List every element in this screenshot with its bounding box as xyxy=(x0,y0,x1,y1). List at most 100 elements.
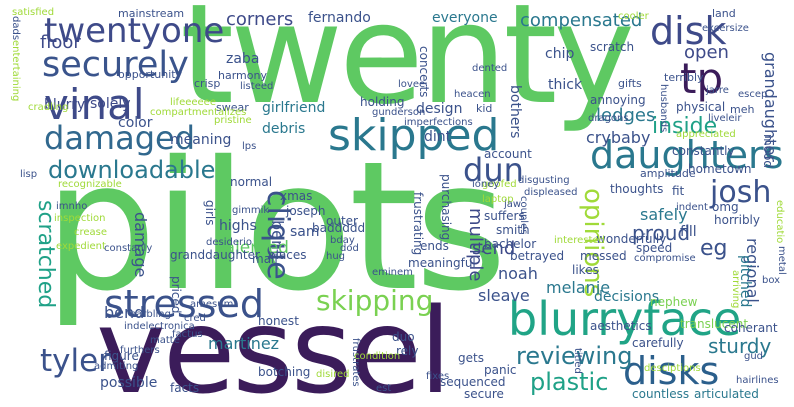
word-bachelor: bachelor xyxy=(484,237,537,251)
word-appreciated: appreciated xyxy=(676,129,736,140)
word-messed: messed xyxy=(580,249,627,263)
word-pitched: pitched xyxy=(737,255,753,308)
word-meh: meh xyxy=(730,103,755,116)
word-highs: highs xyxy=(219,218,257,234)
word-displeased: displeased xyxy=(524,187,578,198)
word-disk: disk xyxy=(650,9,727,53)
word-betrayed: betrayed xyxy=(510,249,565,263)
word-entertaining: entertaining xyxy=(10,40,21,102)
word-facts: facts xyxy=(170,381,200,395)
word-articulated: articulated xyxy=(694,387,759,401)
word-everyone: everyone xyxy=(432,10,498,26)
word-likes: likes xyxy=(572,263,599,277)
word-matte: matte xyxy=(150,335,180,346)
word-safely: safely xyxy=(640,205,688,224)
word-bothers: bothers xyxy=(507,85,523,139)
word-skipping: skipping xyxy=(316,284,434,317)
word-compartmentalizes: compartmentalizes xyxy=(150,107,247,118)
word-crease: crease xyxy=(74,227,108,238)
word-arriving: arriving xyxy=(730,270,741,309)
word-titled: titled xyxy=(572,348,583,374)
word-regional: regional xyxy=(743,238,762,303)
word-send: send xyxy=(472,238,516,259)
word-wonderfully: wonderfully xyxy=(596,232,667,246)
word-disks: disks xyxy=(623,349,720,393)
word-liveleir: liveleir xyxy=(708,113,742,124)
word-est: est xyxy=(376,383,392,394)
word-clique: clique xyxy=(260,190,295,280)
word-vessel: vessel xyxy=(96,282,452,407)
word-plastic: plastic xyxy=(530,368,609,396)
word-meaningful: meaningful xyxy=(408,256,476,270)
word-josh: josh xyxy=(710,175,772,210)
word-compensated: compensated xyxy=(520,10,643,31)
word-expedient: expedient xyxy=(56,241,106,252)
word-educatio: educatio xyxy=(774,200,785,244)
word-jaw: jaw xyxy=(504,199,522,210)
word-bent: bent xyxy=(268,220,287,257)
word-nephew: nephew xyxy=(650,295,698,309)
word-dented: dented xyxy=(472,63,508,74)
word-box: box xyxy=(762,275,781,286)
word-outer: outer xyxy=(326,214,358,228)
word-dod: dod xyxy=(340,243,359,254)
word-cooler: cooler xyxy=(618,11,649,22)
word-gimmik: gimmik xyxy=(232,205,270,216)
word-honest: honest xyxy=(258,314,299,328)
word-escep: escep xyxy=(738,89,768,100)
word-opinions: opinions xyxy=(578,188,608,298)
word-grandaughter: grandaughter xyxy=(761,52,780,162)
word-bday: bday xyxy=(330,235,355,246)
word-places: places xyxy=(268,248,307,262)
word-meaning: meaning xyxy=(170,132,232,148)
word-furthers: furthers xyxy=(120,345,160,356)
word-lifeeeeee: lifeeeeee xyxy=(170,97,216,108)
word-open: open xyxy=(684,42,729,63)
word-husbands: husbands xyxy=(658,84,669,133)
word-physical: physical xyxy=(676,100,726,114)
word-eg: eg xyxy=(700,236,728,261)
word-imperfections: imperfections xyxy=(404,117,473,128)
word-design: design xyxy=(416,101,463,117)
word-account: account xyxy=(484,147,532,161)
word-daughters: daughters xyxy=(590,133,784,177)
word-solely: solely xyxy=(90,96,131,112)
word-zaba: zaba xyxy=(226,51,260,67)
word-lovee: lovee xyxy=(398,79,426,90)
word-listeed: listeed xyxy=(240,81,274,92)
word-omg: omg xyxy=(712,200,739,214)
word-compromise: compromise xyxy=(634,253,696,264)
word-inside: inside xyxy=(652,114,718,139)
word-skipped: skipped xyxy=(328,110,500,161)
word-coherant: coherant xyxy=(724,321,778,335)
word-condition: condition xyxy=(354,351,401,362)
word-speed: speed xyxy=(636,241,673,255)
word-amesum: amesum xyxy=(190,299,234,310)
word-cradling: cradling xyxy=(28,102,69,113)
word-recognizable: recognizable xyxy=(58,179,122,190)
word-suffers: suffers xyxy=(484,209,525,223)
word-desciptions: desciptions xyxy=(644,363,701,374)
word-translucent: translucent xyxy=(680,317,749,331)
word-laptop: laptop xyxy=(482,194,514,205)
word-crybaby: crybaby xyxy=(586,128,651,147)
word-crisp: crisp xyxy=(194,77,221,90)
word-stressed: stressed xyxy=(104,282,264,326)
word-inspection: inspection xyxy=(54,213,106,224)
word-kid: kid xyxy=(476,102,493,115)
word-disired: disired xyxy=(316,369,350,380)
word-ioney: ioney xyxy=(472,179,500,190)
word-scratched: scratched xyxy=(33,200,58,309)
word-pristine: pristine xyxy=(214,115,252,126)
word-aesthetics: aesthetics xyxy=(590,319,652,333)
word-vinal: vinal xyxy=(44,80,145,129)
word-disgusting: disgusting xyxy=(518,175,570,186)
word-annoying: annoying xyxy=(590,93,646,107)
word-metal: metal xyxy=(776,246,787,275)
word-countless: countless xyxy=(632,387,690,401)
word-panic: panic xyxy=(484,363,517,377)
word-secure: secure xyxy=(464,387,504,401)
word-ledges: ledges xyxy=(596,105,656,126)
word-scratch: scratch xyxy=(590,40,635,54)
word-girls: girls xyxy=(203,200,217,226)
